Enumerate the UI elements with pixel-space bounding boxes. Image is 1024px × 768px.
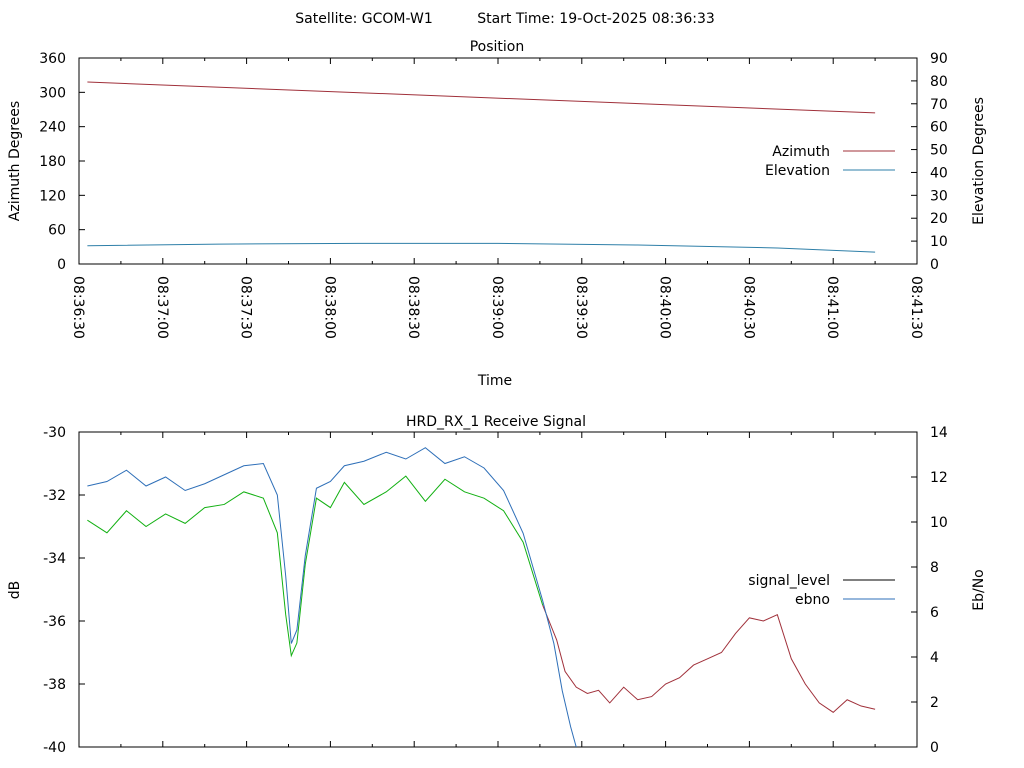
elevation-tick-label: 90: [930, 51, 948, 67]
position-chart: Position 0 60 120 180 240 300 360 0 10 20 30 40 50 6…: [7, 39, 987, 389]
receive-signal-chart-title: HRD_RX_1 Receive Signal: [406, 414, 586, 430]
legend-elevation-label: Elevation: [765, 163, 830, 179]
receive-signal-legend: signal_level ebno: [748, 573, 895, 608]
receive-signal-series: [87, 447, 876, 748]
db-tick-label: -40: [43, 740, 66, 756]
time-tick-label: 08:36:30: [70, 276, 86, 339]
db-axis: -40 -38 -36 -34 -32 -30: [43, 425, 85, 756]
ebno-tick-label: 14: [930, 425, 948, 441]
position-series: [87, 81, 876, 253]
start-time-label: Start Time: 19-Oct-2025 08:36:33: [477, 11, 715, 27]
ebno-axis-label: Eb/No: [971, 569, 987, 611]
db-tick-label: -34: [43, 551, 66, 567]
azimuth-tick-label: 120: [39, 188, 66, 204]
time-tick-label: 08:38:30: [405, 276, 421, 339]
db-tick-label: -38: [43, 677, 66, 693]
azimuth-tick-label: 360: [39, 51, 66, 67]
elevation-tick-label: 50: [930, 143, 948, 159]
ebno-tick-label: 2: [930, 695, 939, 711]
legend-azimuth-label: Azimuth: [772, 144, 830, 160]
elevation-tick-label: 30: [930, 188, 948, 204]
ebno-tick-label: 0: [930, 740, 939, 756]
ebno-tick-label: 12: [930, 470, 948, 486]
time-tick-label: 08:39:30: [573, 276, 589, 339]
elevation-tick-label: 70: [930, 97, 948, 113]
azimuth-tick-label: 300: [39, 85, 66, 101]
time-axis: 08:36:30 08:37:00 08:37:30 08:38:00 08:38:30…: [70, 58, 924, 339]
time-tick-label: 08:40:30: [740, 276, 756, 339]
time-tick-label: 08:41:00: [824, 276, 840, 339]
ebno-tick-label: 4: [930, 650, 939, 666]
elevation-axis-label: Elevation Degrees: [971, 97, 987, 225]
signal-level-series-line: [542, 605, 876, 713]
db-tick-label: -30: [43, 425, 66, 441]
elevation-tick-label: 80: [930, 74, 948, 90]
elevation-tick-label: 60: [930, 120, 948, 136]
time-tick-label: 08:38:00: [321, 276, 337, 339]
ebno-tick-label: 8: [930, 560, 939, 576]
legend-signal-level-label: signal_level: [748, 573, 830, 589]
elevation-tick-label: 10: [930, 234, 948, 250]
elevation-tick-label: 20: [930, 211, 948, 227]
ebno-axis: 0 2 4 6 8 10 12 14: [911, 425, 948, 756]
elevation-axis: 0 10 20 30 40 50 60 70 80 90: [911, 51, 948, 273]
legend-ebno-label: ebno: [795, 592, 830, 608]
ebno-series-line: [87, 447, 577, 748]
time-tick-label: 08:37:30: [238, 276, 254, 339]
receive-signal-chart: HRD_RX_1 Receive Signal -40-38-36-34-32-…: [7, 414, 987, 756]
db-tick-label: -36: [43, 614, 66, 630]
db-tick-label: -32: [43, 488, 66, 504]
time-tick-label: 08:39:00: [489, 276, 505, 339]
bottom-time-axis: [78, 432, 918, 747]
ebno-tick-label: 10: [930, 515, 948, 531]
azimuth-series-line: [87, 81, 876, 114]
time-axis-label: Time: [477, 373, 512, 389]
ebno-tick-label: 6: [930, 605, 939, 621]
elevation-tick-label: 40: [930, 165, 948, 181]
azimuth-axis: 0 60 120 180 240 300 360: [39, 51, 85, 273]
time-tick-label: 08:37:00: [154, 276, 170, 339]
azimuth-tick-label: 180: [39, 154, 66, 170]
signal-level-good-series-line: [87, 475, 544, 658]
azimuth-axis-label: Azimuth Degrees: [7, 101, 23, 221]
position-chart-title: Position: [470, 39, 525, 55]
elevation-tick-label: 0: [930, 257, 939, 273]
elevation-series-line: [87, 242, 876, 253]
azimuth-tick-label: 240: [39, 120, 66, 136]
position-plot-area: [78, 57, 918, 265]
receive-signal-plot-area: [78, 431, 918, 748]
position-legend: Azimuth Elevation: [765, 144, 895, 179]
time-tick-label: 08:41:30: [908, 276, 924, 339]
satellite-label: Satellite: GCOM-W1: [295, 11, 432, 27]
db-axis-label: dB: [7, 581, 23, 600]
azimuth-tick-label: 0: [57, 257, 66, 273]
azimuth-tick-label: 60: [48, 223, 66, 239]
time-tick-label: 08:40:00: [657, 276, 673, 339]
